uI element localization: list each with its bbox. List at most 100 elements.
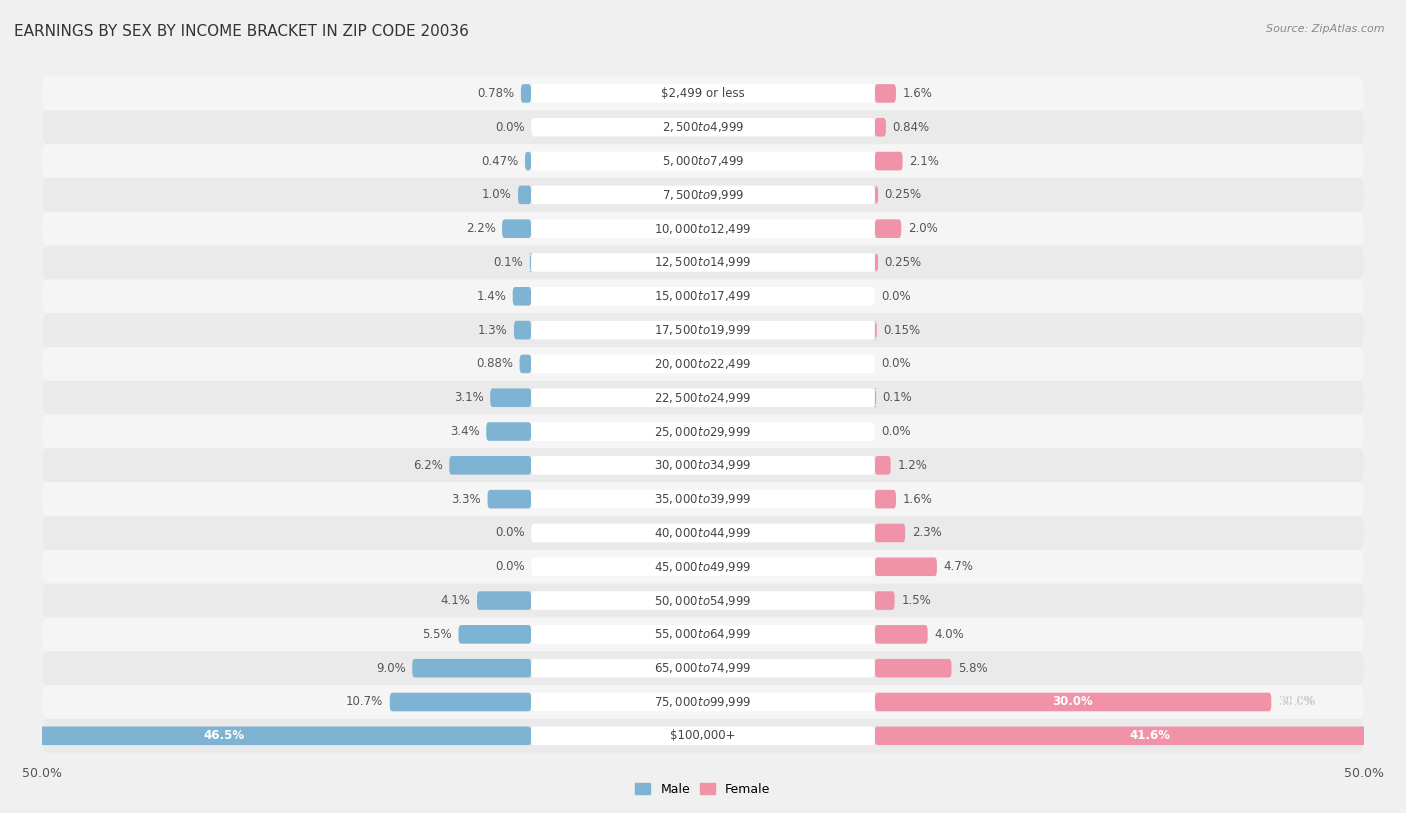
Text: 5.8%: 5.8% (957, 662, 987, 675)
FancyBboxPatch shape (42, 380, 1364, 415)
FancyBboxPatch shape (531, 253, 875, 272)
FancyBboxPatch shape (502, 220, 531, 238)
Text: 0.78%: 0.78% (477, 87, 515, 100)
FancyBboxPatch shape (531, 490, 875, 508)
FancyBboxPatch shape (42, 111, 1364, 144)
FancyBboxPatch shape (458, 625, 531, 644)
FancyBboxPatch shape (42, 76, 1364, 111)
FancyBboxPatch shape (529, 253, 533, 272)
Text: 41.6%: 41.6% (1129, 729, 1170, 742)
FancyBboxPatch shape (450, 456, 531, 475)
Text: $5,000 to $7,499: $5,000 to $7,499 (662, 154, 744, 168)
FancyBboxPatch shape (875, 524, 905, 542)
Text: 6.2%: 6.2% (413, 459, 443, 472)
Text: 0.0%: 0.0% (882, 289, 911, 302)
FancyBboxPatch shape (524, 152, 531, 171)
FancyBboxPatch shape (875, 220, 901, 238)
Text: 1.2%: 1.2% (897, 459, 927, 472)
Text: $45,000 to $49,999: $45,000 to $49,999 (654, 560, 752, 574)
FancyBboxPatch shape (42, 550, 1364, 584)
Text: 1.6%: 1.6% (903, 493, 932, 506)
FancyBboxPatch shape (875, 558, 936, 576)
FancyBboxPatch shape (520, 354, 531, 373)
Text: 0.1%: 0.1% (883, 391, 912, 404)
Text: 30.0%: 30.0% (1053, 695, 1094, 708)
Text: 4.1%: 4.1% (440, 594, 471, 607)
FancyBboxPatch shape (42, 618, 1364, 651)
FancyBboxPatch shape (0, 727, 531, 745)
FancyBboxPatch shape (42, 313, 1364, 347)
FancyBboxPatch shape (42, 516, 1364, 550)
FancyBboxPatch shape (42, 211, 1364, 246)
FancyBboxPatch shape (42, 415, 1364, 449)
Text: EARNINGS BY SEX BY INCOME BRACKET IN ZIP CODE 20036: EARNINGS BY SEX BY INCOME BRACKET IN ZIP… (14, 24, 470, 39)
Text: $55,000 to $64,999: $55,000 to $64,999 (654, 628, 752, 641)
Text: 9.0%: 9.0% (375, 662, 405, 675)
Text: 2.0%: 2.0% (908, 222, 938, 235)
Text: $15,000 to $17,499: $15,000 to $17,499 (654, 289, 752, 303)
FancyBboxPatch shape (875, 185, 879, 204)
FancyBboxPatch shape (875, 321, 877, 339)
FancyBboxPatch shape (513, 287, 531, 306)
FancyBboxPatch shape (486, 422, 531, 441)
Text: 2.1%: 2.1% (910, 154, 939, 167)
FancyBboxPatch shape (531, 185, 875, 204)
Text: $7,500 to $9,999: $7,500 to $9,999 (662, 188, 744, 202)
FancyBboxPatch shape (875, 591, 894, 610)
FancyBboxPatch shape (875, 456, 890, 475)
FancyBboxPatch shape (389, 693, 531, 711)
FancyBboxPatch shape (531, 625, 875, 644)
FancyBboxPatch shape (875, 253, 879, 272)
Text: 1.6%: 1.6% (903, 87, 932, 100)
Text: $75,000 to $99,999: $75,000 to $99,999 (654, 695, 752, 709)
FancyBboxPatch shape (42, 651, 1364, 685)
Text: 0.25%: 0.25% (884, 189, 922, 202)
Legend: Male, Female: Male, Female (630, 778, 776, 801)
Text: $30,000 to $34,999: $30,000 to $34,999 (654, 459, 752, 472)
FancyBboxPatch shape (875, 727, 1406, 745)
FancyBboxPatch shape (531, 591, 875, 610)
Text: 0.0%: 0.0% (495, 560, 524, 573)
Text: $50,000 to $54,999: $50,000 to $54,999 (654, 593, 752, 607)
FancyBboxPatch shape (531, 659, 875, 677)
FancyBboxPatch shape (42, 144, 1364, 178)
FancyBboxPatch shape (531, 456, 875, 475)
Text: $35,000 to $39,999: $35,000 to $39,999 (654, 492, 752, 506)
Text: 5.5%: 5.5% (422, 628, 451, 641)
FancyBboxPatch shape (875, 659, 952, 677)
FancyBboxPatch shape (531, 321, 875, 339)
Text: 30.0%: 30.0% (1278, 695, 1315, 708)
Text: 4.0%: 4.0% (934, 628, 965, 641)
Text: $12,500 to $14,999: $12,500 to $14,999 (654, 255, 752, 269)
FancyBboxPatch shape (531, 389, 875, 407)
FancyBboxPatch shape (531, 152, 875, 171)
FancyBboxPatch shape (875, 118, 886, 137)
Text: $25,000 to $29,999: $25,000 to $29,999 (654, 424, 752, 438)
FancyBboxPatch shape (873, 389, 877, 407)
Text: 2.2%: 2.2% (465, 222, 495, 235)
FancyBboxPatch shape (488, 490, 531, 508)
Text: 0.0%: 0.0% (495, 527, 524, 540)
FancyBboxPatch shape (875, 625, 928, 644)
Text: 0.88%: 0.88% (477, 358, 513, 371)
FancyBboxPatch shape (42, 685, 1364, 719)
FancyBboxPatch shape (42, 280, 1364, 313)
FancyBboxPatch shape (42, 449, 1364, 482)
Text: 0.84%: 0.84% (893, 121, 929, 134)
FancyBboxPatch shape (531, 693, 875, 711)
Text: $2,499 or less: $2,499 or less (661, 87, 745, 100)
Text: 0.25%: 0.25% (884, 256, 922, 269)
FancyBboxPatch shape (515, 321, 531, 339)
Text: 3.4%: 3.4% (450, 425, 479, 438)
FancyBboxPatch shape (531, 354, 875, 373)
Text: 0.15%: 0.15% (883, 324, 921, 337)
FancyBboxPatch shape (517, 185, 531, 204)
Text: 1.4%: 1.4% (477, 289, 506, 302)
Text: 2.3%: 2.3% (912, 527, 942, 540)
Text: 0.47%: 0.47% (481, 154, 519, 167)
Text: $65,000 to $74,999: $65,000 to $74,999 (654, 661, 752, 675)
Text: 0.0%: 0.0% (495, 121, 524, 134)
FancyBboxPatch shape (42, 347, 1364, 380)
Text: 0.0%: 0.0% (882, 425, 911, 438)
Text: $20,000 to $22,499: $20,000 to $22,499 (654, 357, 752, 371)
